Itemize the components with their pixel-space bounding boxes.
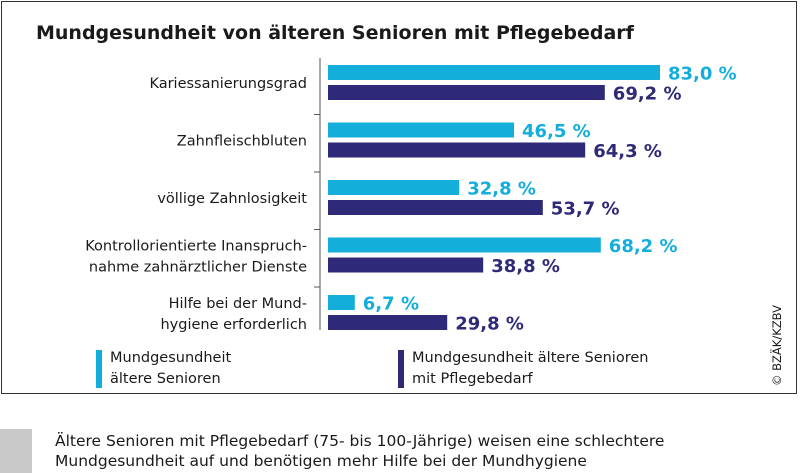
legend-label-line-2: mit Pflegebedarf [412, 371, 533, 387]
bar-chart: Kariessanierungsgrad 83,0 %69,2 % Zahnflei… [85, 58, 737, 335]
legend-label-series-2: Mundgesundheit ältere Senioren mit Pfleg… [412, 348, 712, 390]
category-label: Kariessanierungsgrad [149, 76, 307, 92]
legend-label-line-2: ältere Senioren [110, 371, 221, 387]
data-label-series-1: 46,5 % [522, 121, 591, 142]
category-label: Hilfe bei der Mund- [169, 296, 307, 312]
legend-label-line-1: Mundgesundheit [110, 350, 232, 366]
data-label-series-2: 69,2 % [613, 84, 682, 105]
caption-line-2: Mundgesundheit auf und benötigen mehr Hi… [55, 452, 587, 470]
caption-line-1: Ältere Senioren mit Pflegebedarf (75- bi… [55, 432, 665, 450]
legend-label-line-1: Mundgesundheit ältere Senioren [412, 350, 649, 366]
data-label-series-2: 64,3 % [593, 141, 662, 162]
category-label: Zahnfleischbluten [177, 134, 307, 150]
caption: Ältere Senioren mit Pflegebedarf (75- bi… [55, 431, 795, 471]
category-label: Kontrollorientierte Inanspruch- [85, 239, 307, 255]
category-label: nahme zahnärztlicher Dienste [89, 260, 307, 276]
data-label-series-1: 32,8 % [467, 179, 536, 200]
bar-series-2 [328, 200, 543, 215]
data-label-series-1: 6,7 % [363, 294, 419, 315]
legend-swatch-series-2 [398, 350, 404, 388]
chart-frame: Mundgesundheit von älteren Senioren mit … [1, 1, 797, 394]
caption-marker [0, 429, 32, 473]
copyright-credit: © BZÄK/KZBV [770, 304, 784, 386]
category-label: hygiene erforderlich [160, 317, 307, 333]
chart-title: Mundgesundheit von älteren Senioren mit … [36, 22, 634, 44]
bar-series-2 [328, 142, 586, 158]
data-label-series-1: 68,2 % [609, 236, 678, 257]
bar-series-1 [328, 295, 355, 310]
data-label-series-2: 38,8 % [491, 256, 560, 277]
legend-label-series-1: Mundgesundheit ältere Senioren [110, 348, 410, 390]
legend-swatch-series-1 [96, 350, 102, 388]
category-label: völlige Zahnlosigkeit [157, 191, 307, 207]
bar-series-2 [328, 315, 448, 330]
bar-series-1 [328, 237, 601, 253]
data-label-series-2: 29,8 % [455, 314, 524, 335]
data-label-series-2: 53,7 % [551, 199, 620, 220]
bar-series-1 [328, 122, 514, 138]
bar-series-1 [328, 65, 660, 80]
data-label-series-1: 83,0 % [668, 64, 737, 85]
bar-series-1 [328, 180, 460, 195]
bar-series-2 [328, 257, 484, 273]
bar-series-2 [328, 85, 605, 100]
